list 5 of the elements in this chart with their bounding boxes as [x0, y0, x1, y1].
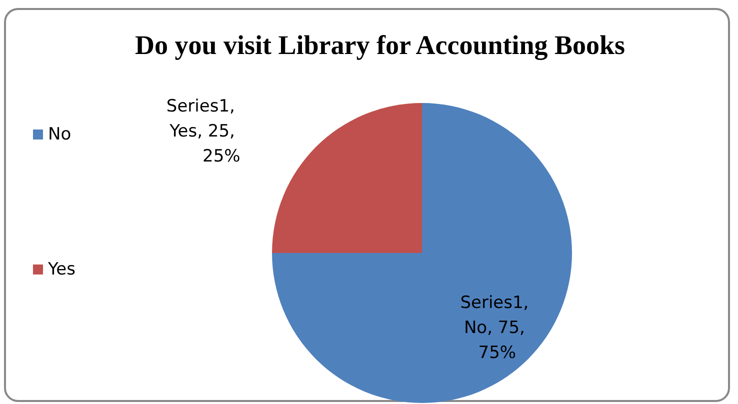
legend-label: No	[48, 124, 72, 144]
text: Series1, Yes, 25, 25%	[166, 96, 240, 166]
legend-label: Yes	[47, 260, 76, 280]
chart-title: Do you visit Library for Accounting Books	[134, 29, 626, 62]
text: Series1, No, 75, 75%	[460, 293, 529, 364]
